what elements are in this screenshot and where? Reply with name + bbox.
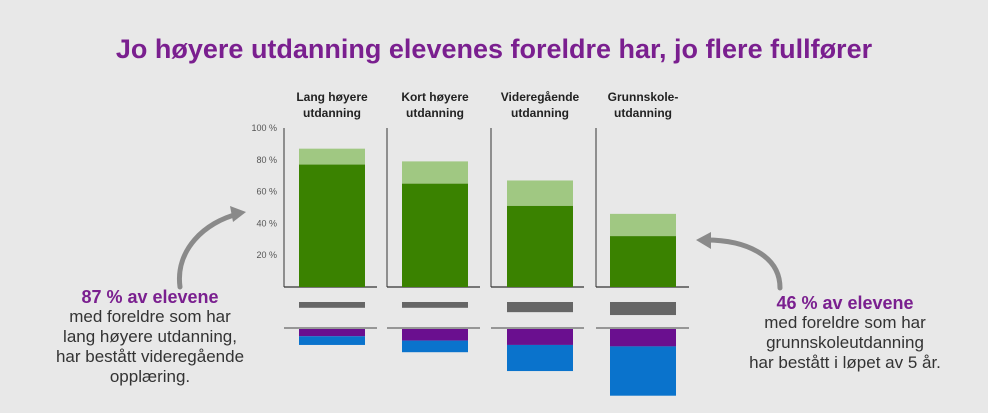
right-arrowhead-icon xyxy=(696,232,711,249)
bar-gray xyxy=(610,302,676,316)
panel-title: utdanning xyxy=(303,106,361,120)
left-arrow-icon xyxy=(176,211,241,290)
callout-left-line: med foreldre som har xyxy=(69,307,231,326)
panel-1: Lang høyere utdanning xyxy=(283,90,377,345)
panel-title: utdanning xyxy=(614,106,672,120)
callout-left: 87 % av elevene med foreldre som har lan… xyxy=(20,287,280,387)
bar-dark-green xyxy=(610,236,676,287)
panel-title: utdanning xyxy=(511,106,569,120)
panel-title: utdanning xyxy=(406,106,464,120)
bar-light-green xyxy=(402,161,468,184)
bar-dark-green xyxy=(507,205,573,287)
bar-light-green xyxy=(610,213,676,237)
callout-left-line: opplæring. xyxy=(109,367,191,386)
bar-light-green xyxy=(299,148,365,165)
bar-purple xyxy=(402,329,468,341)
right-arrow-icon xyxy=(703,237,783,291)
panel-4: Grunnskole-utdanning xyxy=(595,90,689,396)
left-arrowhead-icon xyxy=(230,206,246,222)
bar-purple xyxy=(507,329,573,345)
callout-arrows xyxy=(176,206,783,291)
y-tick-label: 40 % xyxy=(256,218,277,228)
panel-3: Videregående utdanning xyxy=(490,90,584,372)
chart-panels: Lang høyere utdanning Kort høyere utdanning… xyxy=(283,90,689,396)
bar-dark-green xyxy=(402,183,468,287)
bar-blue xyxy=(610,346,676,396)
callout-left-line: lang høyere utdanning, xyxy=(63,327,237,346)
bar-blue xyxy=(402,340,468,353)
panel-title: Kort høyere xyxy=(401,90,469,104)
callout-left-line: har bestått videregående xyxy=(55,347,245,366)
bar-gray xyxy=(507,302,573,313)
y-tick-label: 100 % xyxy=(251,123,277,133)
callout-right-line: har bestått i løpet av 5 år. xyxy=(749,353,941,372)
panel-title: Lang høyere xyxy=(296,90,368,104)
bar-blue xyxy=(299,336,365,345)
callout-right-line: med foreldre som har xyxy=(764,313,926,332)
chart-title: Jo høyere utdanning elevenes foreldre ha… xyxy=(116,34,873,64)
callout-right: 46 % av elevene med foreldre som har gru… xyxy=(712,293,978,373)
y-tick-label: 80 % xyxy=(256,155,277,165)
bar-gray xyxy=(299,302,365,308)
y-axis: 100 % 80 % 60 % 40 % 20 % xyxy=(251,123,277,260)
bar-dark-green xyxy=(299,164,365,287)
callout-right-line: grunnskoleutdanning xyxy=(766,333,924,352)
callout-right-highlight: 46 % av elevene xyxy=(776,293,914,313)
bar-blue xyxy=(507,344,573,372)
callout-left-highlight: 87 % av elevene xyxy=(81,287,219,307)
bar-purple xyxy=(610,329,676,347)
panel-title: Grunnskole- xyxy=(608,90,679,104)
bar-purple xyxy=(299,329,365,337)
bar-gray xyxy=(402,302,468,308)
y-tick-label: 20 % xyxy=(256,250,277,260)
panel-title: Videregående xyxy=(501,90,580,104)
bar-light-green xyxy=(507,180,573,206)
y-tick-label: 60 % xyxy=(256,187,277,197)
panel-2: Kort høyere utdanning xyxy=(386,90,480,353)
